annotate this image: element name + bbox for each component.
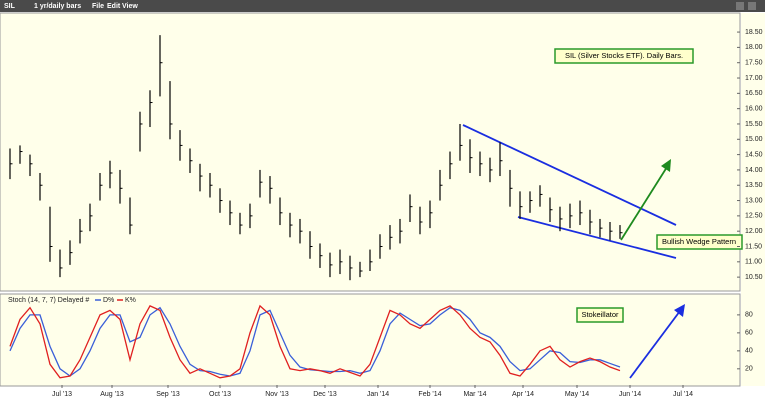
y-tick-label: 15.50 bbox=[745, 121, 763, 128]
axis-bg bbox=[741, 13, 765, 386]
y-tick-label: 16.00 bbox=[745, 105, 763, 112]
x-tick-label: Oct '13 bbox=[209, 391, 231, 398]
arrow bbox=[629, 310, 681, 379]
y-tick-label: 12.00 bbox=[745, 228, 763, 235]
y-tick-label: 11.00 bbox=[745, 259, 762, 266]
arrow bbox=[620, 166, 668, 241]
annotation: Stokeillator bbox=[581, 310, 619, 319]
legend-label: D% bbox=[103, 297, 114, 304]
indicator-title: Stoch (14, 7, 7) Delayed # bbox=[8, 297, 89, 304]
x-tick-label: Apr '14 bbox=[512, 391, 534, 398]
annotation: Bullish Wedge Pattern bbox=[662, 237, 736, 246]
menu-item[interactable]: File bbox=[92, 3, 104, 10]
y-tick-label: 17.50 bbox=[745, 60, 763, 67]
y-tick-label: 15.00 bbox=[745, 136, 763, 143]
arrow-head bbox=[661, 159, 671, 172]
x-tick-label: Jan '14 bbox=[367, 391, 389, 398]
wedge-line bbox=[517, 216, 677, 259]
x-tick-label: Jul '14 bbox=[673, 391, 693, 398]
menu-item[interactable]: View bbox=[122, 3, 138, 10]
y-tick-label: 10.50 bbox=[745, 274, 763, 281]
arrow-head bbox=[674, 304, 685, 317]
y-tick-label: 11.50 bbox=[745, 243, 762, 250]
x-tick-label: Dec '13 bbox=[313, 391, 337, 398]
x-tick-label: Nov '13 bbox=[265, 391, 289, 398]
y-tick-label: 13.50 bbox=[745, 182, 763, 189]
y-tick-label: 20 bbox=[745, 366, 753, 373]
x-tick-label: Feb '14 bbox=[418, 391, 441, 398]
note-box bbox=[554, 48, 694, 64]
menu-item[interactable]: Edit bbox=[107, 3, 121, 10]
symbol[interactable]: SIL bbox=[4, 3, 16, 10]
x-tick-label: Aug '13 bbox=[100, 391, 124, 398]
x-tick-label: Jun '14 bbox=[619, 391, 641, 398]
stoch-line bbox=[9, 304, 621, 379]
y-tick-label: 18.00 bbox=[745, 44, 763, 51]
stoch-panel bbox=[0, 293, 741, 387]
x-tick-label: May '14 bbox=[565, 391, 589, 398]
y-tick-label: 80 bbox=[745, 312, 753, 319]
y-tick-label: 13.00 bbox=[745, 197, 763, 204]
y-tick-label: 17.00 bbox=[745, 75, 763, 82]
y-tick-label: 16.50 bbox=[745, 90, 763, 97]
y-tick-label: 40 bbox=[745, 348, 753, 355]
toolbar: SIL 1 yr/daily bars File Edit View bbox=[0, 0, 765, 12]
y-tick-label: 60 bbox=[745, 330, 753, 337]
y-tick-label: 18.50 bbox=[745, 29, 763, 36]
note-box bbox=[656, 234, 743, 250]
window-button[interactable] bbox=[736, 2, 744, 10]
y-tick-label: 12.50 bbox=[745, 213, 763, 220]
x-tick-label: Sep '13 bbox=[156, 391, 180, 398]
x-tick-label: Jul '13 bbox=[52, 391, 72, 398]
annotation: SIL (Silver Stocks ETF). Daily Bars. bbox=[565, 51, 683, 60]
window-button[interactable] bbox=[748, 2, 756, 10]
x-tick-label: Mar '14 bbox=[463, 391, 486, 398]
y-tick-label: 14.50 bbox=[745, 151, 763, 158]
toolbar-bg bbox=[0, 0, 765, 12]
y-tick-label: 14.00 bbox=[745, 167, 763, 174]
legend-label: K% bbox=[125, 297, 136, 304]
note-box bbox=[576, 307, 624, 323]
period[interactable]: 1 yr/daily bars bbox=[34, 3, 81, 10]
